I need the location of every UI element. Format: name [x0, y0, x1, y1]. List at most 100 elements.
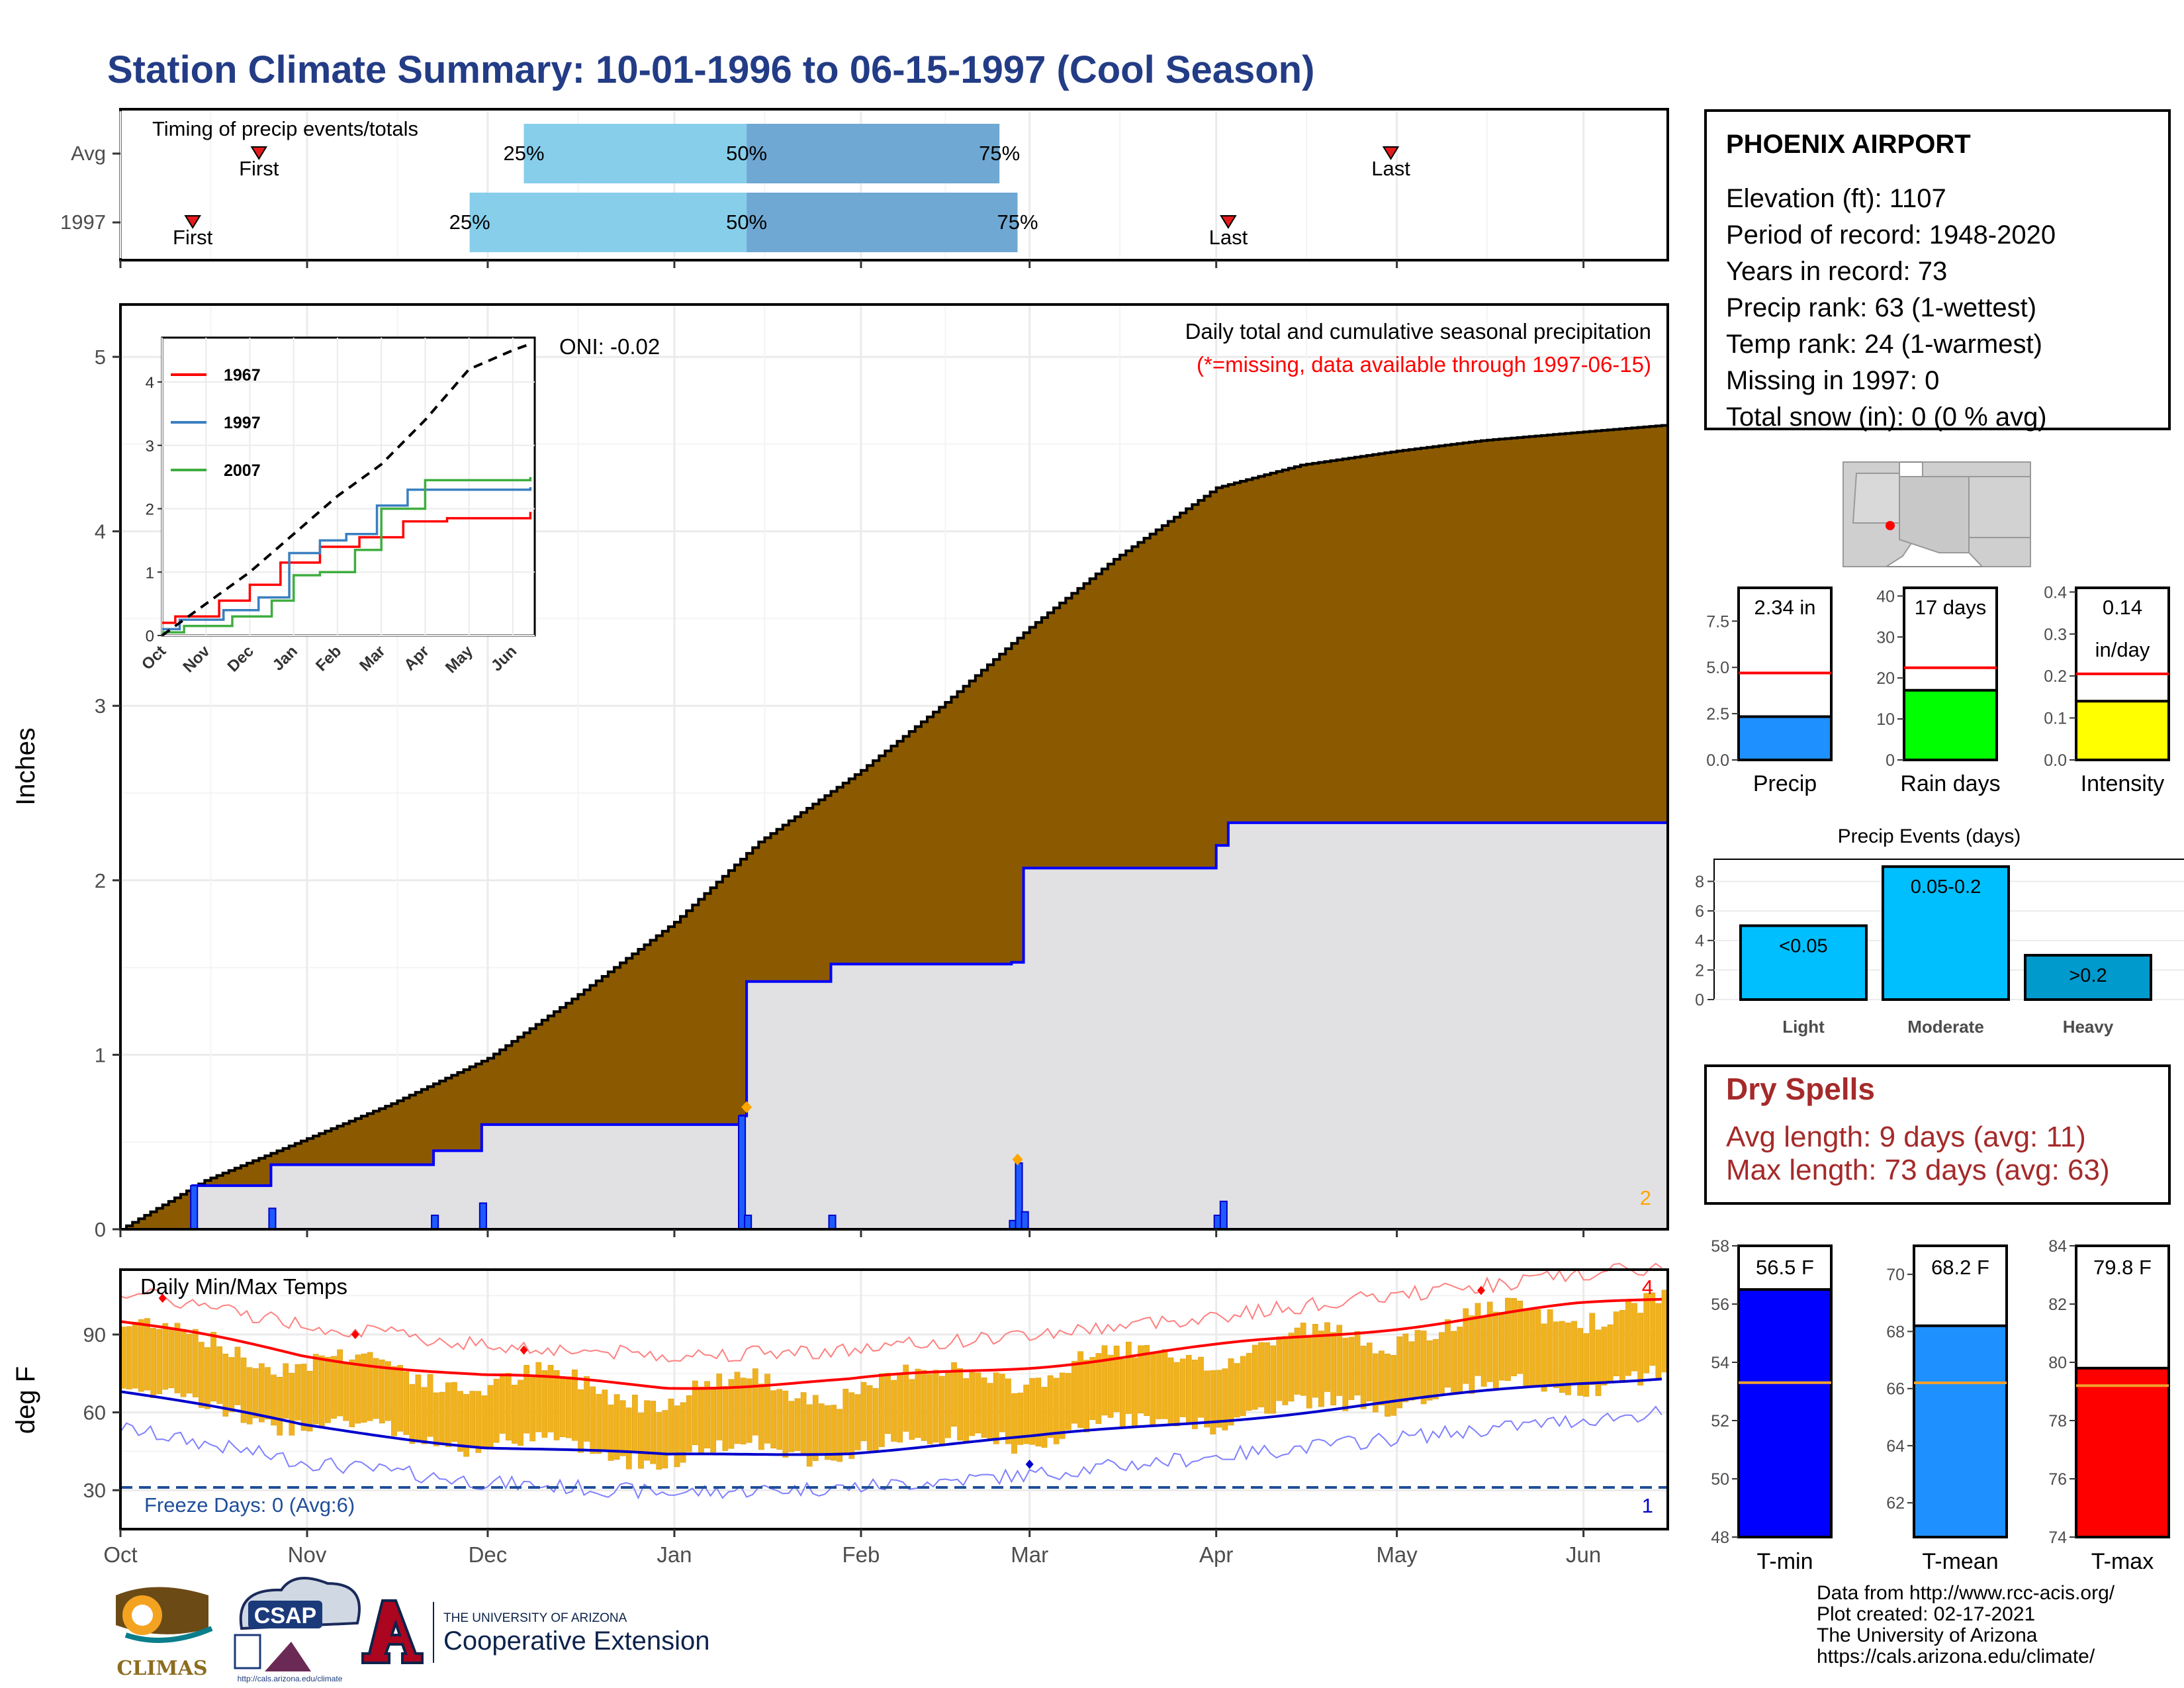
- month-tick-label: Feb: [842, 1542, 880, 1567]
- temp-bar-tick-label: 76: [2048, 1470, 2067, 1489]
- daily-temp-bar: [1282, 1336, 1289, 1405]
- daily-temp-bar: [668, 1398, 674, 1453]
- daily-temp-bar: [981, 1377, 987, 1438]
- daily-temp-bar: [879, 1373, 885, 1447]
- daily-temp-bar: [927, 1374, 933, 1444]
- daily-temp-bar: [397, 1365, 403, 1432]
- daily-temp-bar: [1661, 1289, 1668, 1373]
- dry-spells-title: Dry Spells: [1726, 1072, 1875, 1106]
- daily-temp-bar: [499, 1373, 506, 1434]
- credit-line: The University of Arizona: [1817, 1624, 2038, 1646]
- daily-temp-bar: [897, 1372, 903, 1443]
- precip-y-tick-label: 4: [95, 520, 106, 543]
- temp-label: Daily Min/Max Temps: [140, 1274, 347, 1299]
- temp-bar-tick-label: 62: [1886, 1494, 1905, 1513]
- daily-temp-bar: [1457, 1327, 1463, 1394]
- daily-temp-bar: [547, 1364, 554, 1432]
- timing-p75-label: 75%: [979, 142, 1020, 165]
- daily-temp-bar: [584, 1376, 590, 1442]
- timing-last-marker: [1220, 215, 1237, 229]
- temp-bar-panels: 56.5 F T-min 48 50 52 54 56 58 68.2 F T-mean 62 64 6…: [1711, 1237, 2170, 1574]
- daily-temp-bar: [680, 1402, 686, 1463]
- daily-temp-bar: [1216, 1370, 1222, 1428]
- daily-temp-bar: [1595, 1329, 1602, 1396]
- temp-bar-tick-label: 82: [2048, 1295, 2067, 1314]
- location-map: [1843, 461, 2031, 567]
- daily-temp-bar: [1312, 1324, 1318, 1398]
- daily-temp-bar: [1517, 1300, 1524, 1374]
- daily-temp-bar: [1492, 1311, 1499, 1389]
- inset-y-tick-label: 1: [146, 564, 154, 582]
- daily-temp-bar: [138, 1319, 144, 1392]
- daily-temp-bar: [306, 1371, 313, 1432]
- daily-temp-bar: [1029, 1378, 1036, 1445]
- daily-temp-bar: [1402, 1333, 1409, 1403]
- daily-temp-bar: [1396, 1336, 1403, 1409]
- mini-bar-tick-label: 2.5: [1706, 705, 1729, 724]
- daily-temp-bar: [150, 1328, 156, 1399]
- record-high-marker: [1477, 1286, 1485, 1295]
- daily-temp-bar: [866, 1385, 873, 1451]
- daily-temp-bar: [463, 1394, 469, 1457]
- daily-temp-bar: [1408, 1341, 1415, 1401]
- daily-temp-bar: [403, 1371, 410, 1435]
- temp-y-tick-label: 30: [83, 1479, 106, 1502]
- daily-temp-bar: [1607, 1324, 1614, 1383]
- daily-temp-bar: [872, 1388, 879, 1453]
- mini-bar-tick-label: 30: [1876, 628, 1895, 647]
- precip-event-bar: [1882, 865, 2010, 1001]
- precip-y-tick-label: 0: [95, 1218, 106, 1241]
- daily-temp-bar: [1138, 1345, 1144, 1414]
- daily-temp-bar: [596, 1393, 602, 1454]
- daily-temp-bar: [379, 1359, 385, 1424]
- daily-temp-bar: [289, 1372, 295, 1436]
- credit-line: Plot created: 02-17-2021: [1817, 1603, 2036, 1625]
- daily-temp-bar: [156, 1329, 163, 1394]
- daily-temp-bar: [1559, 1321, 1565, 1393]
- record-high-marker: [158, 1293, 167, 1303]
- daily-temp-bar: [1589, 1313, 1596, 1385]
- daily-temp-bar: [1035, 1378, 1042, 1446]
- daily-temp-bar: [686, 1395, 692, 1452]
- mini-bar-value: 0.14: [2103, 596, 2142, 619]
- station-line: Temp rank: 24 (1-warmest): [1726, 330, 2042, 359]
- daily-temp-bar: [1167, 1357, 1174, 1426]
- daily-precip-bar: [190, 1185, 199, 1230]
- daily-temp-bar: [1101, 1345, 1108, 1416]
- daily-temp-bar: [373, 1358, 379, 1419]
- timing-p50-label: 50%: [726, 211, 767, 234]
- daily-temp-bar: [770, 1390, 776, 1449]
- daily-temp-bar: [1420, 1331, 1427, 1405]
- daily-temp-bar: [1469, 1315, 1475, 1394]
- oni-label: ONI: -0.02: [559, 334, 660, 359]
- cumulative-1997-area: [120, 821, 1668, 1229]
- daily-temp-bar: [698, 1386, 704, 1454]
- daily-precip-bar: [268, 1207, 277, 1230]
- daily-temp-bar: [782, 1390, 789, 1458]
- daily-temp-bar: [1336, 1325, 1343, 1396]
- inset-y-tick-label: 3: [146, 438, 154, 455]
- daily-temp-bar: [915, 1368, 921, 1438]
- daily-temp-bar: [1571, 1321, 1577, 1385]
- climas-logo: CLIMAS: [109, 1587, 215, 1680]
- daily-temp-bar: [999, 1374, 1005, 1432]
- timing-first-marker: [184, 215, 201, 229]
- daily-temp-bar: [1523, 1310, 1529, 1386]
- daily-temp-bar: [854, 1394, 861, 1450]
- inset-legend-label: 1997: [224, 414, 261, 432]
- temp-bottom-count: 1: [1642, 1494, 1653, 1517]
- mini-bar-tick-label: 0: [1886, 751, 1895, 770]
- temp-top-count: 4: [1642, 1276, 1653, 1299]
- page-title: Station Climate Summary: 10-01-1996 to 0…: [107, 48, 1315, 91]
- mini-bar-tick-label: 20: [1876, 669, 1895, 688]
- daily-temp-bar: [1119, 1358, 1126, 1428]
- daily-temp-bar: [1637, 1313, 1643, 1385]
- daily-temp-bar: [842, 1389, 849, 1454]
- daily-temp-bar: [1499, 1311, 1505, 1381]
- daily-temp-bar: [848, 1392, 855, 1459]
- daily-temp-bar: [559, 1376, 566, 1437]
- inset-y-tick-label: 2: [146, 501, 154, 519]
- daily-temp-bar: [277, 1377, 283, 1436]
- daily-temp-bar: [199, 1342, 205, 1408]
- daily-temp-bar: [1125, 1341, 1132, 1414]
